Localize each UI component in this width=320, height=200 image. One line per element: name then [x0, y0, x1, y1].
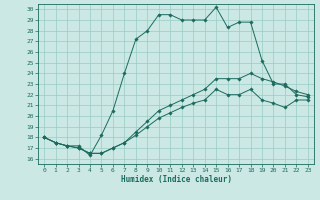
X-axis label: Humidex (Indice chaleur): Humidex (Indice chaleur): [121, 175, 231, 184]
